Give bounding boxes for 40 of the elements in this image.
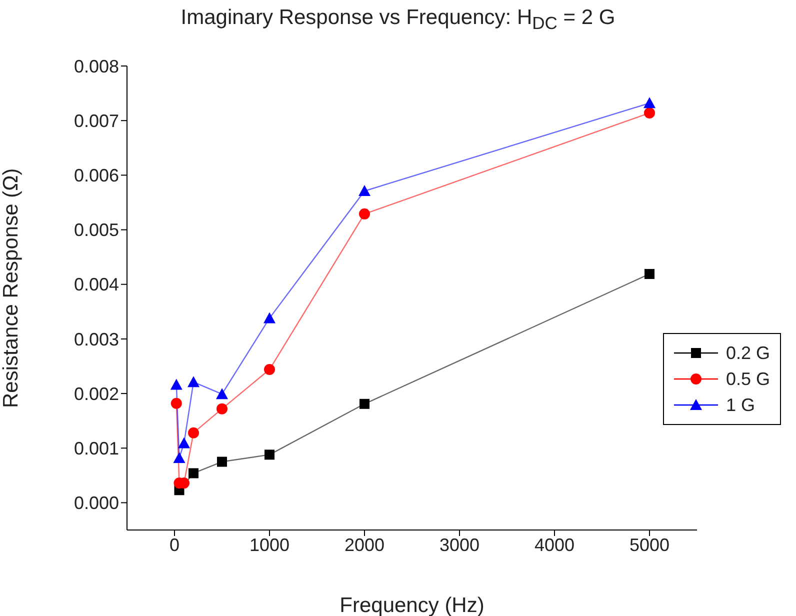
point bbox=[216, 388, 228, 400]
y-tick-label: 0.000 bbox=[74, 493, 119, 514]
point bbox=[264, 312, 276, 324]
point bbox=[264, 364, 275, 376]
point bbox=[360, 398, 370, 409]
point bbox=[178, 437, 190, 448]
point bbox=[216, 403, 228, 414]
y-tick-label: 0.005 bbox=[74, 220, 119, 240]
x-axis-title: Frequency (Hz) bbox=[340, 594, 484, 616]
point bbox=[188, 376, 200, 388]
y-tick-label: 0.001 bbox=[74, 438, 119, 459]
y-tick-label: 0.008 bbox=[74, 56, 119, 76]
y-tick-label: 0.006 bbox=[74, 166, 119, 186]
point bbox=[173, 452, 186, 463]
chart-title: Imaginary Response vs Frequency: H$_{DC}$ = 2 G bbox=[180, 6, 616, 34]
point bbox=[188, 427, 199, 438]
y-tick-label: 0.003 bbox=[74, 329, 119, 350]
y-tick-label: 0.007 bbox=[74, 110, 119, 131]
point bbox=[188, 468, 198, 478]
legend-label: 1 G bbox=[726, 394, 756, 416]
point bbox=[264, 450, 274, 460]
point bbox=[644, 268, 654, 279]
y-tick-label: 0.002 bbox=[74, 384, 119, 404]
legend-label: 0.5 G bbox=[726, 368, 770, 390]
point bbox=[359, 208, 370, 220]
point bbox=[644, 97, 656, 108]
y-tick-label: 0.004 bbox=[74, 274, 119, 295]
x-tick-label: 5000 bbox=[629, 534, 670, 555]
point bbox=[170, 378, 182, 390]
point bbox=[644, 107, 655, 118]
x-tick-label: 4000 bbox=[534, 534, 575, 555]
legend-label: 0.2 G bbox=[726, 342, 770, 364]
x-tick-label: 0 bbox=[169, 534, 180, 555]
point bbox=[170, 398, 182, 409]
x-tick-label: 3000 bbox=[439, 534, 480, 555]
point bbox=[358, 185, 370, 196]
x-tick-label: 2000 bbox=[344, 534, 385, 555]
y-axis-title: Resistance Response (Ω) bbox=[0, 168, 22, 408]
x-tick-label: 1000 bbox=[249, 534, 290, 555]
point bbox=[217, 456, 227, 467]
